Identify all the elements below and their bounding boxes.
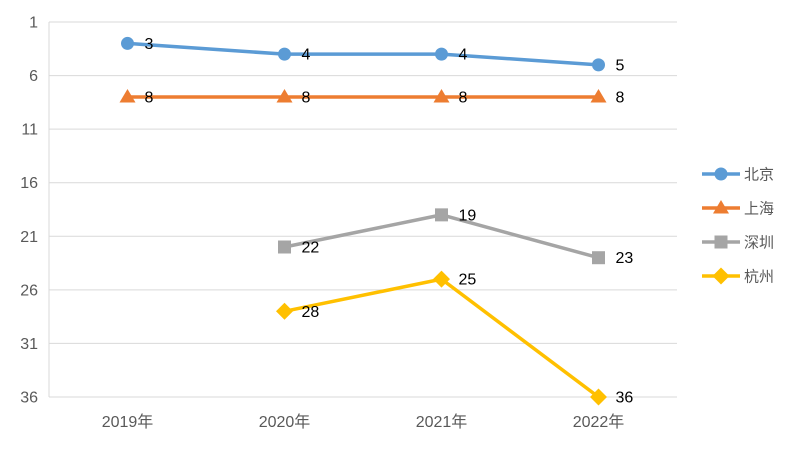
x-axis-category-label: 2022年 [573, 413, 625, 431]
circle-marker-icon [278, 47, 291, 61]
diamond-marker-icon [712, 267, 730, 285]
data-point-label: 8 [145, 90, 154, 107]
data-point-label: 4 [302, 47, 311, 64]
triangle-marker-icon [119, 89, 136, 103]
y-axis-tick-label: 16 [20, 175, 38, 192]
legend-item-label: 杭州 [744, 269, 774, 286]
data-point-label: 8 [616, 90, 625, 107]
x-axis-category-label: 2021年 [416, 413, 468, 431]
diamond-marker-icon [433, 270, 450, 288]
data-point-label: 5 [616, 57, 625, 74]
y-axis-tick-label: 1 [29, 15, 38, 32]
triangle-marker-icon [590, 89, 607, 103]
data-point-label: 8 [302, 90, 311, 107]
y-axis-tick-label: 11 [21, 122, 38, 139]
triangle-marker-icon [433, 89, 450, 103]
y-axis-tick-label: 31 [20, 336, 38, 353]
triangle-marker-icon [276, 89, 293, 103]
legend-item-label: 北京 [744, 167, 774, 184]
square-marker-icon [714, 235, 728, 249]
circle-marker-icon [121, 36, 134, 50]
data-point-label: 3 [145, 36, 154, 53]
data-point-label: 22 [302, 240, 320, 257]
legend-item-label: 上海 [744, 201, 774, 218]
data-point-label: 23 [616, 250, 634, 267]
data-point-label: 25 [459, 272, 477, 289]
x-axis-category-label: 2020年 [259, 413, 311, 431]
circle-marker-icon [592, 58, 605, 72]
series-line [125, 41, 601, 67]
data-point-label: 36 [616, 390, 634, 407]
legend-item-label: 深圳 [744, 235, 774, 252]
circle-marker-icon [435, 47, 448, 61]
triangle-marker-icon [713, 200, 729, 214]
square-marker-icon [278, 240, 291, 254]
y-axis-tick-label: 6 [29, 68, 38, 85]
data-point-label: 8 [459, 90, 468, 107]
y-axis-tick-label: 26 [20, 282, 38, 299]
diamond-marker-icon [590, 388, 607, 406]
y-axis-tick-label: 21 [20, 229, 38, 246]
y-axis-tick-label: 36 [20, 390, 38, 407]
data-point-label: 28 [302, 304, 320, 321]
data-point-label: 4 [459, 47, 468, 64]
circle-marker-icon [714, 167, 728, 181]
square-marker-icon [592, 251, 605, 265]
x-axis-category-label: 2019年 [102, 413, 154, 431]
series-line [282, 277, 601, 399]
diamond-marker-icon [276, 302, 293, 320]
square-marker-icon [435, 208, 448, 222]
data-point-label: 19 [459, 207, 477, 224]
